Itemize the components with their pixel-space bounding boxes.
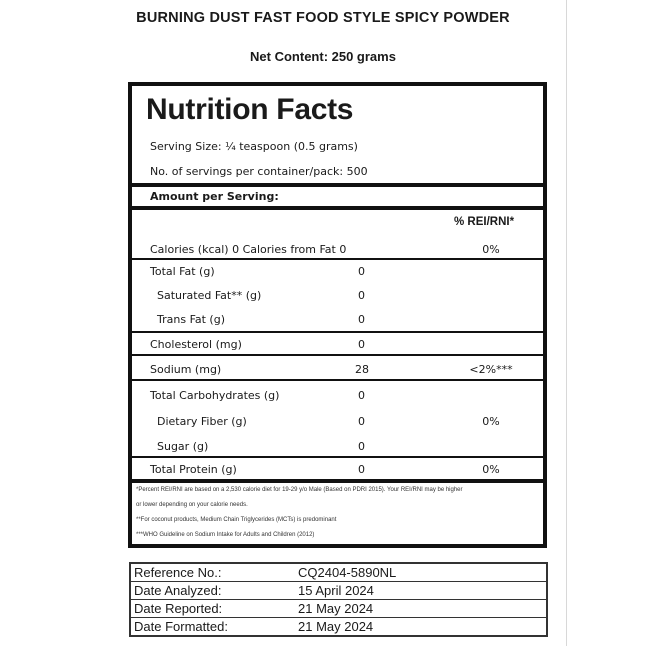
rei-header: % REI/RNI*	[454, 216, 515, 228]
total-carbohydrates-label: Total Carbohydrates (g)	[150, 389, 280, 402]
dietary-fiber-value: 0	[358, 415, 365, 428]
product-title: BURNING DUST FAST FOOD STYLE SPICY POWDE…	[136, 10, 510, 26]
nutrition-facts-panel: Nutrition Facts Serving Size: ¼ teaspoon…	[128, 82, 547, 548]
footnote: *Percent REI/RNI are based on a 2,530 ca…	[136, 487, 463, 493]
dietary-fiber-rei: 0%	[482, 415, 500, 428]
total-fat-label: Total Fat (g)	[150, 265, 215, 278]
date-analyzed-value: 15 April 2024	[298, 583, 374, 598]
footnote: **For coconut products, Medium Chain Tri…	[136, 517, 337, 523]
divider	[132, 379, 543, 381]
sodium-label: Sodium (mg)	[150, 363, 222, 376]
divider	[132, 258, 543, 260]
sodium-rei: <2%***	[469, 363, 513, 376]
cholesterol-value: 0	[358, 338, 365, 351]
total-protein-value: 0	[358, 463, 365, 476]
divider	[132, 456, 543, 458]
net-content: Net Content: 250 grams	[250, 49, 396, 64]
reference-label: Reference No.:	[134, 565, 222, 580]
divider	[132, 183, 543, 187]
date-formatted-row: Date Formatted: 21 May 2024	[131, 618, 546, 635]
sodium-value: 28	[355, 363, 369, 376]
date-formatted-label: Date Formatted:	[134, 619, 228, 634]
total-protein-rei: 0%	[482, 463, 500, 476]
cholesterol-label: Cholesterol (mg)	[150, 338, 242, 351]
servings-per-container: No. of servings per container/pack: 500	[150, 165, 368, 178]
footnote: or lower depending on your calorie needs…	[136, 502, 248, 508]
date-analyzed-label: Date Analyzed:	[134, 583, 222, 598]
dietary-fiber-label: Dietary Fiber (g)	[157, 415, 247, 428]
reference-row: Reference No.: CQ2404-5890NL	[131, 564, 546, 582]
date-formatted-value: 21 May 2024	[298, 619, 374, 634]
date-reported-label: Date Reported:	[134, 601, 223, 616]
amount-per-serving: Amount per Serving:	[150, 190, 279, 203]
sugar-value: 0	[358, 440, 365, 453]
total-protein-label: Total Protein (g)	[150, 463, 237, 476]
footnote: ***WHO Guideline on Sodium Intake for Ad…	[136, 532, 315, 538]
panel-heading: Nutrition Facts	[146, 93, 354, 126]
reference-table: Reference No.: CQ2404-5890NL Date Analyze…	[129, 562, 548, 637]
divider	[132, 354, 543, 356]
date-analyzed-row: Date Analyzed: 15 April 2024	[131, 582, 546, 600]
saturated-fat-label: Saturated Fat** (g)	[157, 289, 262, 302]
calories-rei: 0%	[482, 243, 500, 256]
trans-fat-value: 0	[358, 313, 365, 326]
serving-size: Serving Size: ¼ teaspoon (0.5 grams)	[150, 140, 358, 153]
saturated-fat-value: 0	[358, 289, 365, 302]
page-edge-divider	[566, 0, 567, 646]
divider	[132, 479, 543, 483]
total-fat-value: 0	[358, 265, 365, 278]
trans-fat-label: Trans Fat (g)	[157, 313, 225, 326]
calories-row: Calories (kcal) 0 Calories from Fat 0	[150, 243, 347, 256]
divider	[132, 331, 543, 333]
date-reported-value: 21 May 2024	[298, 601, 374, 616]
reference-value: CQ2404-5890NL	[298, 565, 397, 580]
sugar-label: Sugar (g)	[157, 440, 209, 453]
total-carbohydrates-value: 0	[358, 389, 365, 402]
divider	[132, 206, 543, 210]
date-reported-row: Date Reported: 21 May 2024	[131, 600, 546, 618]
